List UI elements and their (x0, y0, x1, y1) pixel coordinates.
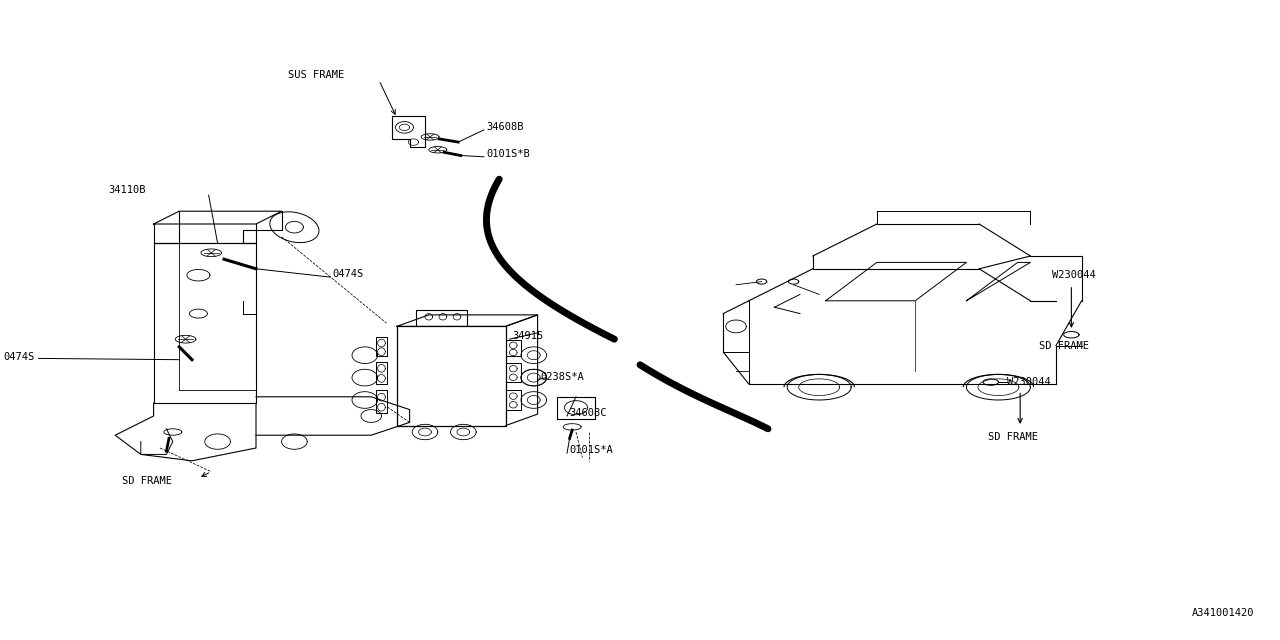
Text: 0101S*A: 0101S*A (570, 445, 613, 455)
Text: 0238S*A: 0238S*A (540, 371, 584, 381)
Text: SUS FRAME: SUS FRAME (288, 70, 344, 80)
Text: 0101S*B: 0101S*B (486, 149, 530, 159)
Text: W230044: W230044 (1007, 378, 1051, 387)
Text: 0474S: 0474S (4, 352, 35, 362)
Text: 34608C: 34608C (570, 408, 607, 418)
Text: 34608B: 34608B (486, 122, 524, 132)
Text: A341001420: A341001420 (1192, 607, 1254, 618)
Text: 34915: 34915 (512, 332, 543, 341)
Text: SD FRAME: SD FRAME (988, 432, 1038, 442)
Text: W230044: W230044 (1052, 271, 1096, 280)
Text: SD FRAME: SD FRAME (1039, 341, 1089, 351)
Text: 0474S: 0474S (333, 269, 364, 279)
Text: SD FRAME: SD FRAME (122, 476, 172, 486)
Text: 34110B: 34110B (109, 186, 146, 195)
